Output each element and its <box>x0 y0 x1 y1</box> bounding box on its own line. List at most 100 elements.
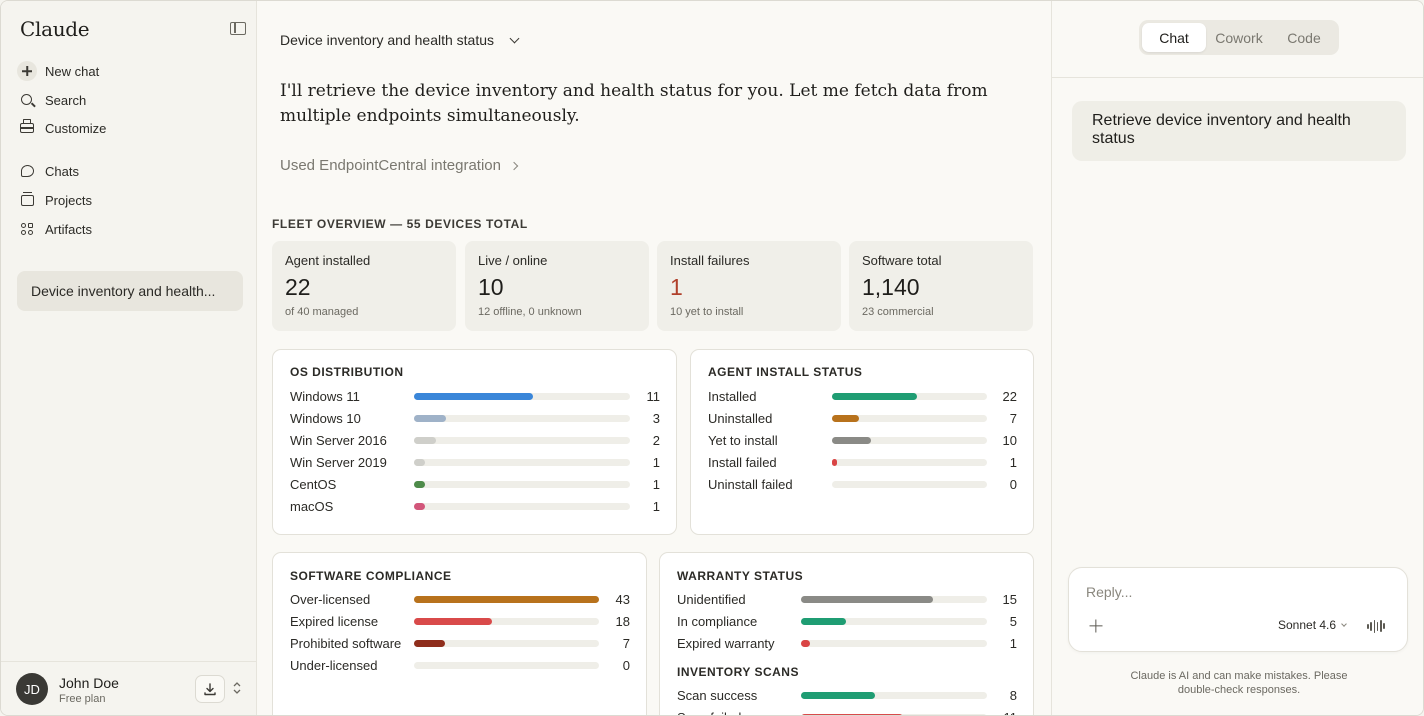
bar-value: 1 <box>1009 635 1017 651</box>
user-menu[interactable]: JD John Doe Free plan <box>1 661 257 715</box>
bar-label: Expired warranty <box>677 635 775 651</box>
bar-row: Windows 10 3 <box>290 409 660 427</box>
bar-label: CentOS <box>290 476 337 492</box>
stat-label: Agent installed <box>285 253 371 268</box>
divider <box>1052 77 1423 78</box>
sidebar-item-chats[interactable]: Chats <box>17 159 79 183</box>
voice-icon[interactable] <box>1367 619 1385 633</box>
bar-fill <box>414 596 599 603</box>
chevron-down-icon <box>1341 620 1347 627</box>
bar-value: 18 <box>615 613 630 629</box>
sidebar-toggle-icon[interactable] <box>230 22 246 35</box>
bar-row: Yet to install 10 <box>708 431 1017 449</box>
panel-title: WARRANTY STATUS <box>677 569 804 583</box>
bar-value: 43 <box>615 591 630 607</box>
bar-fill <box>414 393 533 400</box>
bar-row: Installed 22 <box>708 387 1017 405</box>
tab-chat[interactable]: Chat <box>1142 23 1206 52</box>
bar-value: 2 <box>652 432 660 448</box>
bar-track <box>832 393 987 400</box>
bar-value: 1 <box>1009 454 1017 470</box>
bar-row: Install failed 1 <box>708 453 1017 471</box>
bar-row: Under-licensed 0 <box>290 656 630 674</box>
bar-label: Installed <box>708 388 757 404</box>
bar-fill <box>414 481 425 488</box>
panel-title: SOFTWARE COMPLIANCE <box>290 569 452 583</box>
bar-track <box>414 618 599 625</box>
bar-track <box>832 415 987 422</box>
bar-label: Scan failed <box>677 710 741 716</box>
bar-fill <box>801 640 811 647</box>
tab-cowork[interactable]: Cowork <box>1215 29 1263 46</box>
model-selector[interactable]: Sonnet 4.6 <box>1278 618 1347 632</box>
bar-label: In compliance <box>677 613 758 629</box>
stat-label: Live / online <box>478 253 548 268</box>
plus-icon[interactable] <box>1089 619 1102 632</box>
bar-value: 1 <box>652 454 660 470</box>
bar-track <box>801 618 987 625</box>
mode-switch: Chat Cowork Code <box>1139 20 1339 55</box>
bar-label: Install failed <box>708 454 777 470</box>
bar-fill <box>832 415 860 422</box>
bar-label: Unidentified <box>677 591 746 607</box>
bar-track <box>414 662 599 669</box>
recent-chat-item[interactable]: Device inventory and health... <box>17 271 243 311</box>
reply-input[interactable] <box>1086 584 1386 600</box>
bar-track <box>414 640 599 647</box>
sidebar-item-customize[interactable]: Customize <box>17 116 106 140</box>
bar-value: 8 <box>1009 687 1017 703</box>
bar-label: Prohibited software <box>290 635 402 651</box>
integration-toggle[interactable]: Used EndpointCentral integration <box>280 157 519 174</box>
bar-track <box>801 692 987 699</box>
sidebar-item-projects[interactable]: Projects <box>17 188 92 212</box>
os-distribution-panel: OS DISTRIBUTION Windows 11 11 Windows 10 3 W… <box>272 349 677 535</box>
bar-track <box>414 415 630 422</box>
bar-track <box>414 393 630 400</box>
plus-icon <box>17 61 37 81</box>
sidebar-item-artifacts[interactable]: Artifacts <box>17 217 92 241</box>
bar-fill <box>414 415 447 422</box>
bar-fill <box>832 393 918 400</box>
download-button[interactable] <box>195 675 225 703</box>
fleet-overview-heading: FLEET OVERVIEW — 55 DEVICES TOTAL <box>272 217 528 231</box>
conversation-title: Device inventory and health status <box>280 32 495 48</box>
bar-value: 11 <box>987 710 1018 716</box>
sidebar-item-search[interactable]: Search <box>17 88 86 112</box>
user-message: Retrieve device inventory and health sta… <box>1072 101 1406 161</box>
bar-fill <box>832 459 837 466</box>
bar-fill <box>801 618 846 625</box>
stat-card-agent-installed: Agent installed 22 of 40 managed <box>272 241 456 331</box>
right-panel: Chat Cowork Code Retrieve device invento… <box>1051 1 1423 715</box>
bar-row: Expired warranty 1 <box>677 634 1017 652</box>
new-chat-button[interactable]: New chat <box>17 59 99 83</box>
bar-label: Win Server 2019 <box>290 454 387 470</box>
bar-label: Under-licensed <box>290 657 378 673</box>
bar-row: Win Server 2016 2 <box>290 431 660 449</box>
tab-code[interactable]: Code <box>1287 29 1321 46</box>
new-chat-label: New chat <box>45 63 100 79</box>
model-label: Sonnet 4.6 <box>1278 618 1337 632</box>
bar-row: CentOS 1 <box>290 475 660 493</box>
bar-label: Windows 10 <box>290 410 361 426</box>
bar-value: 15 <box>1002 591 1017 607</box>
bar-fill <box>832 437 871 444</box>
bar-label: Over-licensed <box>290 591 371 607</box>
stat-sub: 10 yet to install <box>670 306 744 318</box>
bar-value: 1 <box>652 476 660 492</box>
bar-track <box>801 596 987 603</box>
bar-fill <box>414 640 446 647</box>
bar-track <box>414 596 599 603</box>
bar-value: 3 <box>652 410 660 426</box>
conversation-title-dropdown[interactable]: Device inventory and health status <box>280 32 520 48</box>
expand-icon[interactable] <box>232 681 242 696</box>
bar-value: 10 <box>1002 432 1017 448</box>
bar-value: 1 <box>652 498 660 514</box>
avatar[interactable]: JD <box>16 673 48 705</box>
disclaimer: Claude is AI and can make mistakes. Plea… <box>1130 670 1348 696</box>
bar-value: 22 <box>1002 388 1017 404</box>
bar-row: Windows 11 11 <box>290 387 660 405</box>
bar-value: 7 <box>1009 410 1017 426</box>
bar-label: Expired license <box>290 613 379 629</box>
bar-track <box>832 481 987 488</box>
